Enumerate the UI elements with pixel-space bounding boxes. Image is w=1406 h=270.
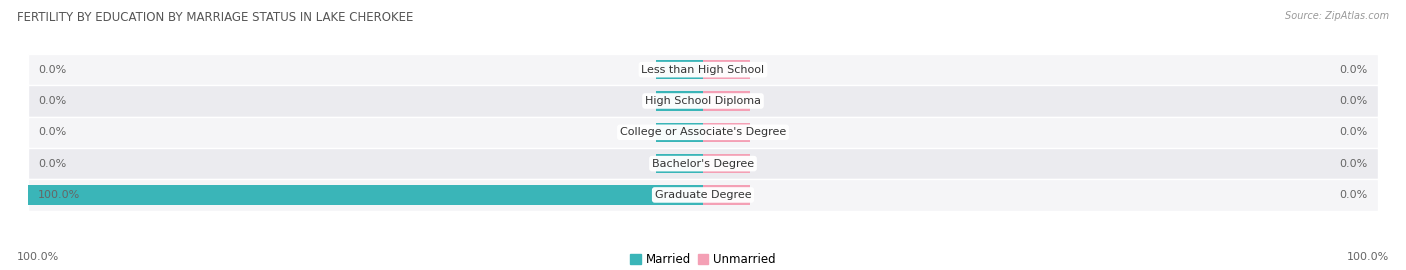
Bar [28,148,1378,179]
Text: 100.0%: 100.0% [17,252,59,262]
Text: 0.0%: 0.0% [1340,65,1368,75]
Bar [703,154,751,173]
Bar [655,91,703,111]
Text: Less than High School: Less than High School [641,65,765,75]
Bar [703,185,751,205]
Text: Graduate Degree: Graduate Degree [655,190,751,200]
Bar [28,185,703,205]
Text: 0.0%: 0.0% [38,158,66,169]
Bar [28,117,1378,148]
Bar [28,179,1378,211]
Text: 100.0%: 100.0% [38,190,80,200]
Bar [655,123,703,142]
Bar [28,54,1378,85]
Text: College or Associate's Degree: College or Associate's Degree [620,127,786,137]
Bar [655,60,703,79]
Text: 100.0%: 100.0% [1347,252,1389,262]
Text: 0.0%: 0.0% [38,96,66,106]
Legend: Married, Unmarried: Married, Unmarried [626,248,780,270]
Text: High School Diploma: High School Diploma [645,96,761,106]
Bar [703,60,751,79]
Text: 0.0%: 0.0% [1340,158,1368,169]
Text: 0.0%: 0.0% [1340,96,1368,106]
Bar [703,91,751,111]
Bar [655,154,703,173]
Text: FERTILITY BY EDUCATION BY MARRIAGE STATUS IN LAKE CHEROKEE: FERTILITY BY EDUCATION BY MARRIAGE STATU… [17,11,413,24]
Text: 0.0%: 0.0% [38,127,66,137]
Bar [703,123,751,142]
Text: 0.0%: 0.0% [1340,127,1368,137]
Bar [28,85,1378,117]
Text: Source: ZipAtlas.com: Source: ZipAtlas.com [1285,11,1389,21]
Text: 0.0%: 0.0% [38,65,66,75]
Text: Bachelor's Degree: Bachelor's Degree [652,158,754,169]
Text: 0.0%: 0.0% [1340,190,1368,200]
